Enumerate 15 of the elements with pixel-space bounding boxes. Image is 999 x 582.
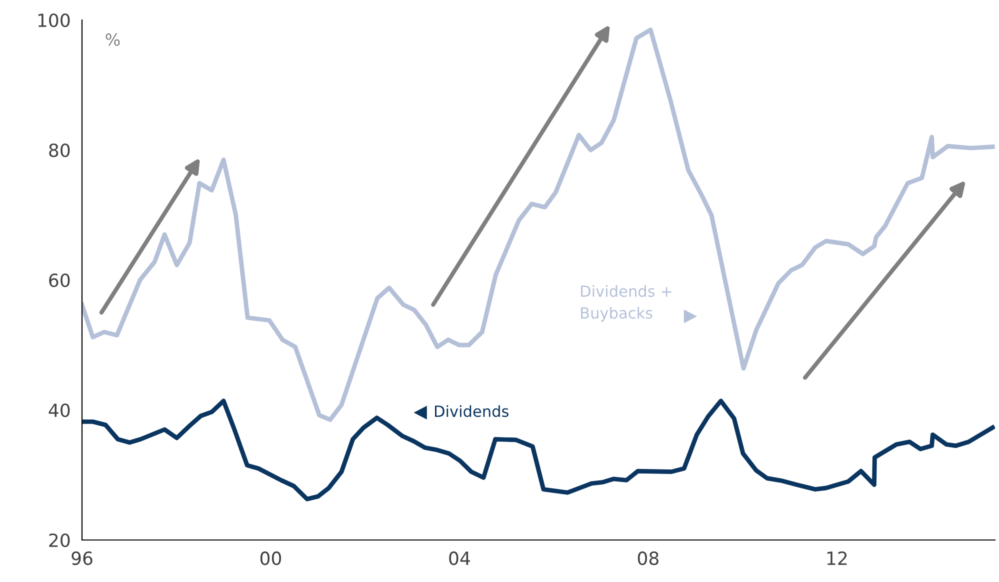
x-tick-label: 12 (827, 551, 847, 565)
y-tick-label: 40 (48, 403, 70, 418)
x-tick-label: 00 (260, 551, 282, 566)
x-tick-label: 04 (449, 551, 470, 566)
legend-label: Dividends (435, 405, 508, 418)
x-tick-label: 96 (72, 551, 92, 566)
text: Dividends + Buybacks (581, 285, 672, 322)
y-tick-label: 60 (49, 273, 70, 288)
line-series (82, 398, 995, 502)
line-series (82, 28, 995, 422)
annotation: % (106, 33, 120, 46)
y-tick-label: 80 (49, 143, 70, 158)
x-tick-label: 08 (638, 551, 658, 566)
y-tick-label: 20 (49, 533, 70, 548)
y-tick-label: 100 (38, 13, 70, 28)
